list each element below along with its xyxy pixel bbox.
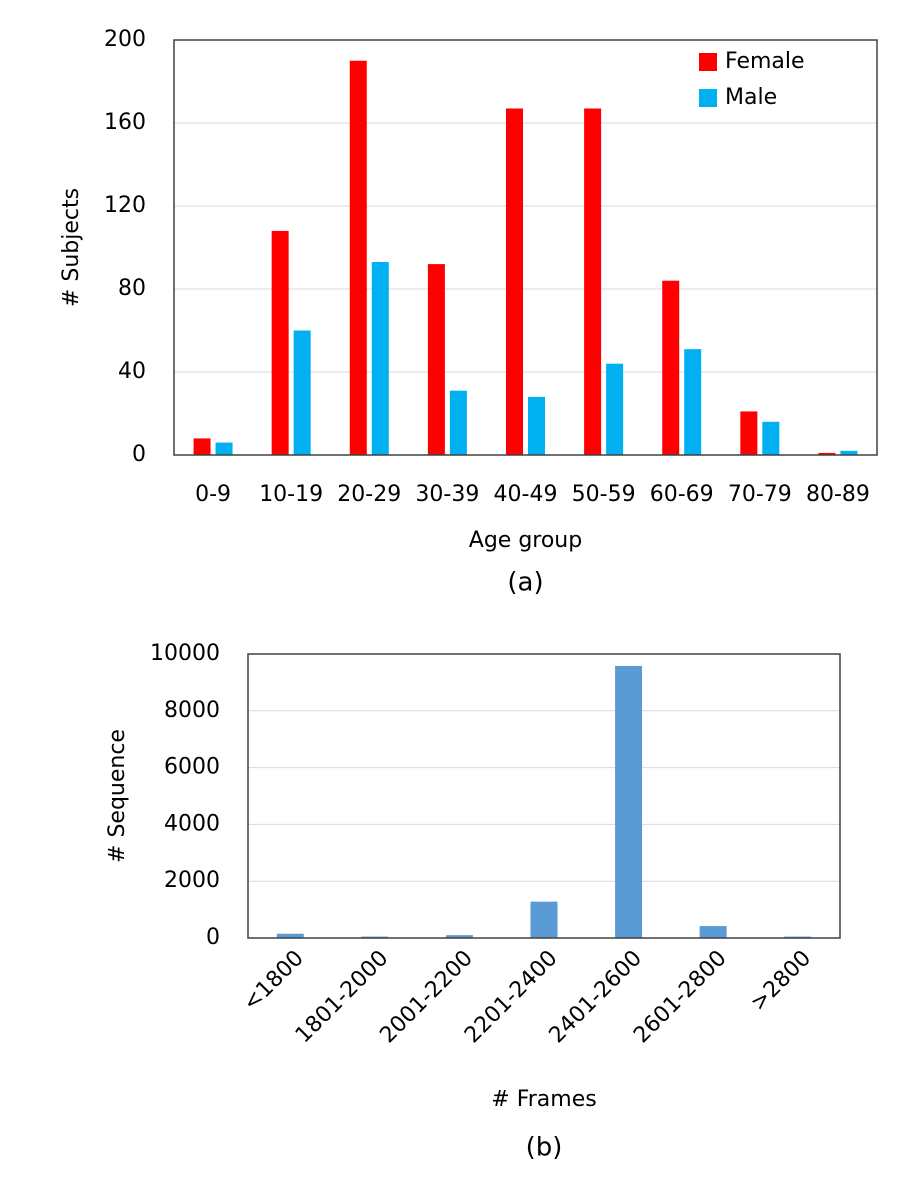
bar	[530, 901, 558, 938]
y-tick-label: 40	[118, 359, 146, 384]
bar	[506, 108, 523, 455]
x-axis-title: Age group	[469, 528, 582, 553]
y-tick-label: 120	[104, 193, 146, 218]
y-tick-label: 200	[104, 27, 146, 52]
bar	[349, 60, 367, 455]
bar	[662, 280, 680, 455]
bar	[449, 390, 467, 455]
x-tick-label: 50-59	[572, 482, 636, 507]
bar	[684, 349, 702, 455]
plot-frame	[173, 39, 878, 456]
y-tick-label: 0	[206, 925, 220, 950]
x-tick-label: 40-49	[494, 482, 558, 507]
bar	[427, 264, 445, 455]
bar	[840, 450, 858, 455]
bar	[528, 396, 545, 455]
caption: (b)	[526, 1133, 563, 1163]
bar	[740, 411, 758, 455]
y-tick-label: 4000	[164, 811, 220, 836]
bar	[215, 442, 233, 455]
bar	[371, 262, 389, 455]
bar	[762, 421, 780, 455]
plot-frame	[247, 653, 841, 939]
y-tick-label: 160	[104, 110, 146, 135]
x-axis-title: # Frames	[491, 1087, 596, 1112]
y-tick-label: 0	[132, 442, 146, 467]
y-axis-title: # Subjects	[59, 188, 84, 307]
legend-swatch	[699, 89, 717, 107]
x-tick-label: 60-69	[650, 482, 714, 507]
y-tick-label: 8000	[164, 698, 220, 723]
bar	[293, 330, 311, 455]
y-tick-label: 10000	[150, 641, 220, 666]
bar	[445, 935, 473, 938]
x-tick-label: 30-39	[415, 482, 479, 507]
bar	[818, 452, 836, 455]
x-tick-label: 70-79	[728, 482, 792, 507]
y-tick-label: 6000	[164, 755, 220, 780]
bar	[584, 108, 602, 455]
y-tick-label: 2000	[164, 868, 220, 893]
bar	[276, 933, 304, 938]
legend-label: Male	[725, 85, 777, 110]
x-tick-label: 0-9	[195, 482, 231, 507]
y-axis-title: # Sequence	[105, 729, 130, 863]
x-tick-label: 10-19	[259, 482, 323, 507]
legend-swatch	[699, 53, 717, 71]
bar	[615, 665, 643, 938]
x-tick-label: 20-29	[337, 482, 401, 507]
bar	[606, 363, 624, 455]
x-tick-label: 80-89	[806, 482, 870, 507]
bar	[193, 438, 211, 455]
legend-label: Female	[725, 49, 805, 74]
bar	[271, 230, 289, 455]
y-tick-label: 80	[118, 276, 146, 301]
caption: (a)	[507, 568, 543, 598]
bar	[699, 926, 727, 938]
